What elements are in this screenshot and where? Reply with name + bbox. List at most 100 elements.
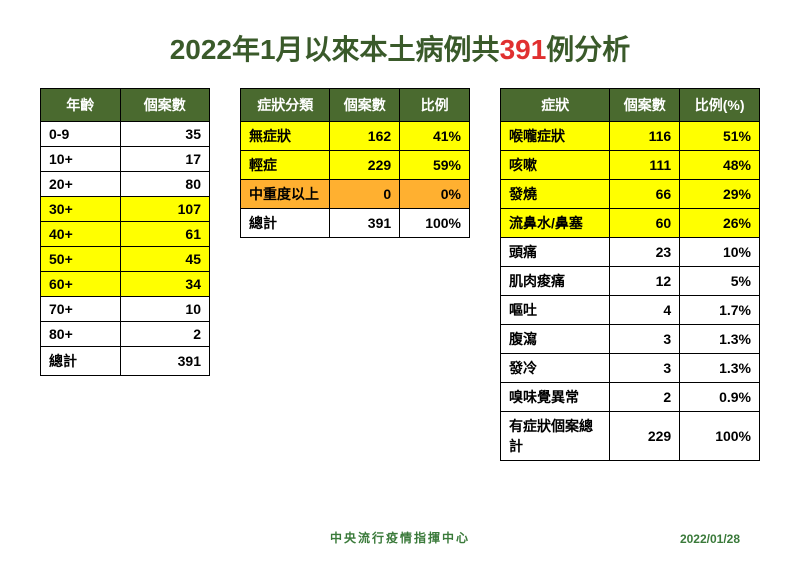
cell-value: 2 xyxy=(610,383,680,412)
cell-value: 2 xyxy=(120,322,209,347)
severity-row: 總計391100% xyxy=(241,209,470,238)
cell-label: 腹瀉 xyxy=(501,325,610,354)
cell-label: 輕症 xyxy=(241,151,330,180)
cell-value: 229 xyxy=(610,412,680,461)
age-header-row: 年齡個案數 xyxy=(41,89,210,122)
symptom-row: 咳嗽11148% xyxy=(501,151,760,180)
symptom-row: 腹瀉31.3% xyxy=(501,325,760,354)
symptom-row: 發冷31.3% xyxy=(501,354,760,383)
cell-value: 12 xyxy=(610,267,680,296)
age-row: 60+34 xyxy=(41,272,210,297)
cell-label: 發燒 xyxy=(501,180,610,209)
cell-label: 10+ xyxy=(41,147,121,172)
col-header: 比例 xyxy=(400,89,470,122)
cell-label: 80+ xyxy=(41,322,121,347)
cell-label: 流鼻水/鼻塞 xyxy=(501,209,610,238)
severity-row: 中重度以上00% xyxy=(241,180,470,209)
cell-value: 35 xyxy=(120,122,209,147)
cell-value: 107 xyxy=(120,197,209,222)
cell-label: 頭痛 xyxy=(501,238,610,267)
cell-value: 391 xyxy=(120,347,209,376)
cell-value: 80 xyxy=(120,172,209,197)
symptom-row: 嘔吐41.7% xyxy=(501,296,760,325)
cell-value: 4 xyxy=(610,296,680,325)
title-pre: 2022年1月以來本土病例共 xyxy=(170,34,500,65)
cell-value: 48% xyxy=(680,151,760,180)
tables-container: 年齡個案數 0-93510+1720+8030+10740+6150+4560+… xyxy=(0,88,800,461)
col-header: 個案數 xyxy=(610,89,680,122)
cell-label: 30+ xyxy=(41,197,121,222)
cell-label: 70+ xyxy=(41,297,121,322)
cell-value: 1.3% xyxy=(680,354,760,383)
col-header: 個案數 xyxy=(120,89,209,122)
cell-value: 229 xyxy=(330,151,400,180)
cell-value: 34 xyxy=(120,272,209,297)
cell-value: 17 xyxy=(120,147,209,172)
symptom-row: 肌肉痠痛125% xyxy=(501,267,760,296)
title-post: 例分析 xyxy=(546,34,630,65)
col-header: 年齡 xyxy=(41,89,121,122)
symptom-row: 有症狀個案總計229100% xyxy=(501,412,760,461)
cell-value: 10 xyxy=(120,297,209,322)
cell-value: 116 xyxy=(610,122,680,151)
col-header: 比例(%) xyxy=(680,89,760,122)
col-header: 症狀 xyxy=(501,89,610,122)
age-table: 年齡個案數 0-93510+1720+8030+10740+6150+4560+… xyxy=(40,88,210,376)
age-row: 30+107 xyxy=(41,197,210,222)
age-row: 50+45 xyxy=(41,247,210,272)
cell-label: 50+ xyxy=(41,247,121,272)
age-row: 40+61 xyxy=(41,222,210,247)
symptom-row: 頭痛2310% xyxy=(501,238,760,267)
cell-label: 總計 xyxy=(41,347,121,376)
cell-label: 肌肉痠痛 xyxy=(501,267,610,296)
cell-value: 59% xyxy=(400,151,470,180)
cell-label: 20+ xyxy=(41,172,121,197)
cell-label: 60+ xyxy=(41,272,121,297)
footer-date: 2022/01/28 xyxy=(680,532,740,546)
cell-value: 41% xyxy=(400,122,470,151)
cell-value: 29% xyxy=(680,180,760,209)
page-title: 2022年1月以來本土病例共391例分析 xyxy=(0,0,800,88)
cell-label: 嗅味覺異常 xyxy=(501,383,610,412)
cell-value: 26% xyxy=(680,209,760,238)
cell-value: 0.9% xyxy=(680,383,760,412)
cell-label: 總計 xyxy=(241,209,330,238)
cell-value: 10% xyxy=(680,238,760,267)
cell-value: 391 xyxy=(330,209,400,238)
cell-label: 嘔吐 xyxy=(501,296,610,325)
severity-row: 輕症22959% xyxy=(241,151,470,180)
symptom-table: 症狀個案數比例(%) 喉嚨症狀11651%咳嗽11148%發燒6629%流鼻水/… xyxy=(500,88,760,461)
cell-label: 咳嗽 xyxy=(501,151,610,180)
severity-header-row: 症狀分類個案數比例 xyxy=(241,89,470,122)
symptom-row: 流鼻水/鼻塞6026% xyxy=(501,209,760,238)
cell-label: 0-9 xyxy=(41,122,121,147)
symptom-row: 嗅味覺異常20.9% xyxy=(501,383,760,412)
age-row: 總計391 xyxy=(41,347,210,376)
severity-table: 症狀分類個案數比例 無症狀16241%輕症22959%中重度以上00%總計391… xyxy=(240,88,470,238)
cell-value: 1.7% xyxy=(680,296,760,325)
cell-value: 0 xyxy=(330,180,400,209)
cell-value: 61 xyxy=(120,222,209,247)
cell-value: 0% xyxy=(400,180,470,209)
symptom-header-row: 症狀個案數比例(%) xyxy=(501,89,760,122)
cell-value: 5% xyxy=(680,267,760,296)
cell-value: 3 xyxy=(610,354,680,383)
cell-value: 51% xyxy=(680,122,760,151)
cell-value: 66 xyxy=(610,180,680,209)
age-row: 10+17 xyxy=(41,147,210,172)
cell-label: 40+ xyxy=(41,222,121,247)
cell-value: 111 xyxy=(610,151,680,180)
cell-value: 162 xyxy=(330,122,400,151)
symptom-row: 喉嚨症狀11651% xyxy=(501,122,760,151)
cell-value: 1.3% xyxy=(680,325,760,354)
col-header: 症狀分類 xyxy=(241,89,330,122)
severity-row: 無症狀16241% xyxy=(241,122,470,151)
cell-value: 60 xyxy=(610,209,680,238)
symptom-row: 發燒6629% xyxy=(501,180,760,209)
cell-value: 3 xyxy=(610,325,680,354)
cell-label: 無症狀 xyxy=(241,122,330,151)
cell-label: 有症狀個案總計 xyxy=(501,412,610,461)
age-row: 0-935 xyxy=(41,122,210,147)
cell-label: 喉嚨症狀 xyxy=(501,122,610,151)
cell-value: 100% xyxy=(400,209,470,238)
